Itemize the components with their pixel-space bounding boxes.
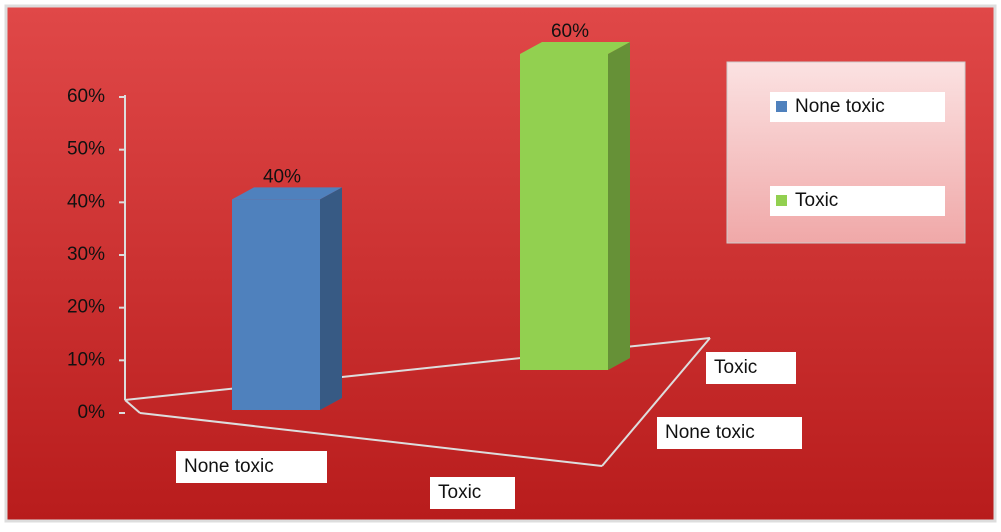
x-tick-label-box — [430, 477, 515, 509]
depth-tick-label-box — [657, 417, 802, 449]
value-label: 40% — [263, 166, 301, 187]
x-tick-label: Toxic — [438, 482, 481, 503]
legend-label-box — [770, 186, 945, 216]
depth-tick-label-box — [706, 352, 796, 384]
bar — [520, 54, 608, 370]
y-tick-label: 50% — [67, 139, 105, 160]
y-tick-label: 40% — [67, 191, 105, 212]
y-tick-label: 20% — [67, 297, 105, 318]
x-tick-label: None toxic — [184, 456, 274, 477]
depth-tick-label: Toxic — [714, 357, 757, 378]
bar-side-shade — [608, 42, 630, 370]
y-tick-label: 0% — [78, 402, 106, 423]
legend-label: Toxic — [795, 190, 838, 211]
legend-label-box — [770, 92, 945, 122]
legend-label: None toxic — [795, 96, 885, 117]
bar-top — [232, 187, 342, 200]
bar-side — [608, 42, 630, 370]
legend-swatch — [776, 195, 787, 206]
y-tick-label: 10% — [67, 349, 105, 370]
bar-side-shade — [320, 187, 342, 410]
bar-top — [520, 42, 630, 54]
value-label: 60% — [551, 21, 589, 42]
y-tick-label: 60% — [67, 86, 105, 107]
bar — [232, 199, 320, 410]
bar-side — [320, 187, 342, 410]
legend-swatch — [776, 101, 787, 112]
x-tick-label-box — [176, 451, 327, 483]
depth-tick-label: None toxic — [665, 422, 755, 443]
y-tick-label: 30% — [67, 244, 105, 265]
